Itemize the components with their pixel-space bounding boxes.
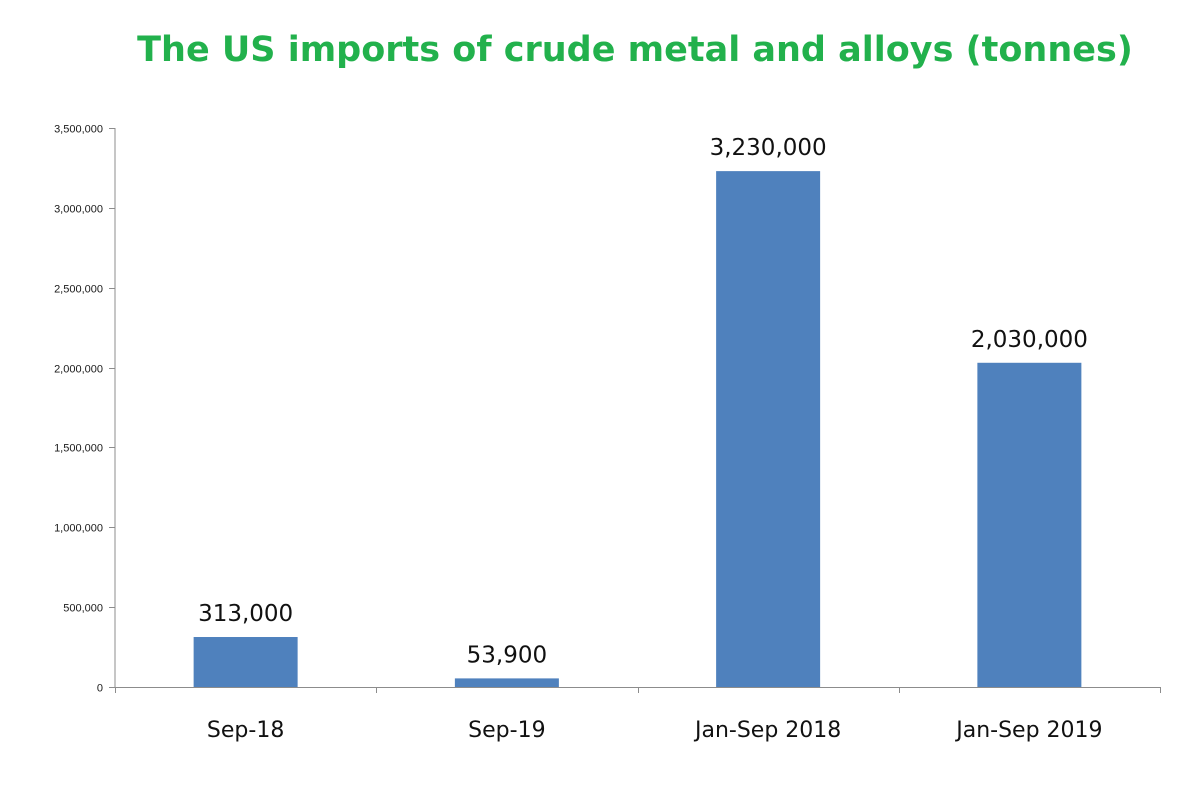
bar xyxy=(193,637,298,687)
x-tick-label: Jan-Sep 2019 xyxy=(954,718,1102,743)
data-label: 3,230,000 xyxy=(710,135,827,161)
y-tick-label: 1,000,000 xyxy=(54,523,103,535)
bar xyxy=(977,362,1082,687)
y-tick-label: 3,500,000 xyxy=(54,124,103,136)
bar xyxy=(716,171,821,687)
bar xyxy=(454,678,559,687)
x-axis: Sep-18 Sep-19 Jan-Sep 2018 Jan-Sep 2019 xyxy=(115,687,1161,743)
x-tick-label: Jan-Sep 2018 xyxy=(693,718,841,743)
y-tick-label: 3,000,000 xyxy=(54,204,103,216)
y-tick-label: 500,000 xyxy=(63,603,103,615)
y-axis: 0 500,000 1,000,000 1,500,000 2,000,000 2,500… xyxy=(54,124,116,695)
x-tick-label: Sep-18 xyxy=(207,718,284,743)
data-label: 2,030,000 xyxy=(971,327,1088,353)
chart-title: The US imports of crude metal and alloys… xyxy=(137,30,1133,70)
y-tick-label: 1,500,000 xyxy=(54,443,103,455)
x-tick-label: Sep-19 xyxy=(468,718,545,743)
bar-series xyxy=(193,171,1082,687)
data-labels: 313,000 53,900 3,230,000 2,030,000 xyxy=(198,135,1088,668)
data-label: 313,000 xyxy=(198,601,293,627)
y-tick-label: 2,500,000 xyxy=(54,284,103,296)
y-tick-label: 0 xyxy=(97,683,103,695)
data-label: 53,900 xyxy=(467,642,547,668)
y-tick-label: 2,000,000 xyxy=(54,364,103,376)
